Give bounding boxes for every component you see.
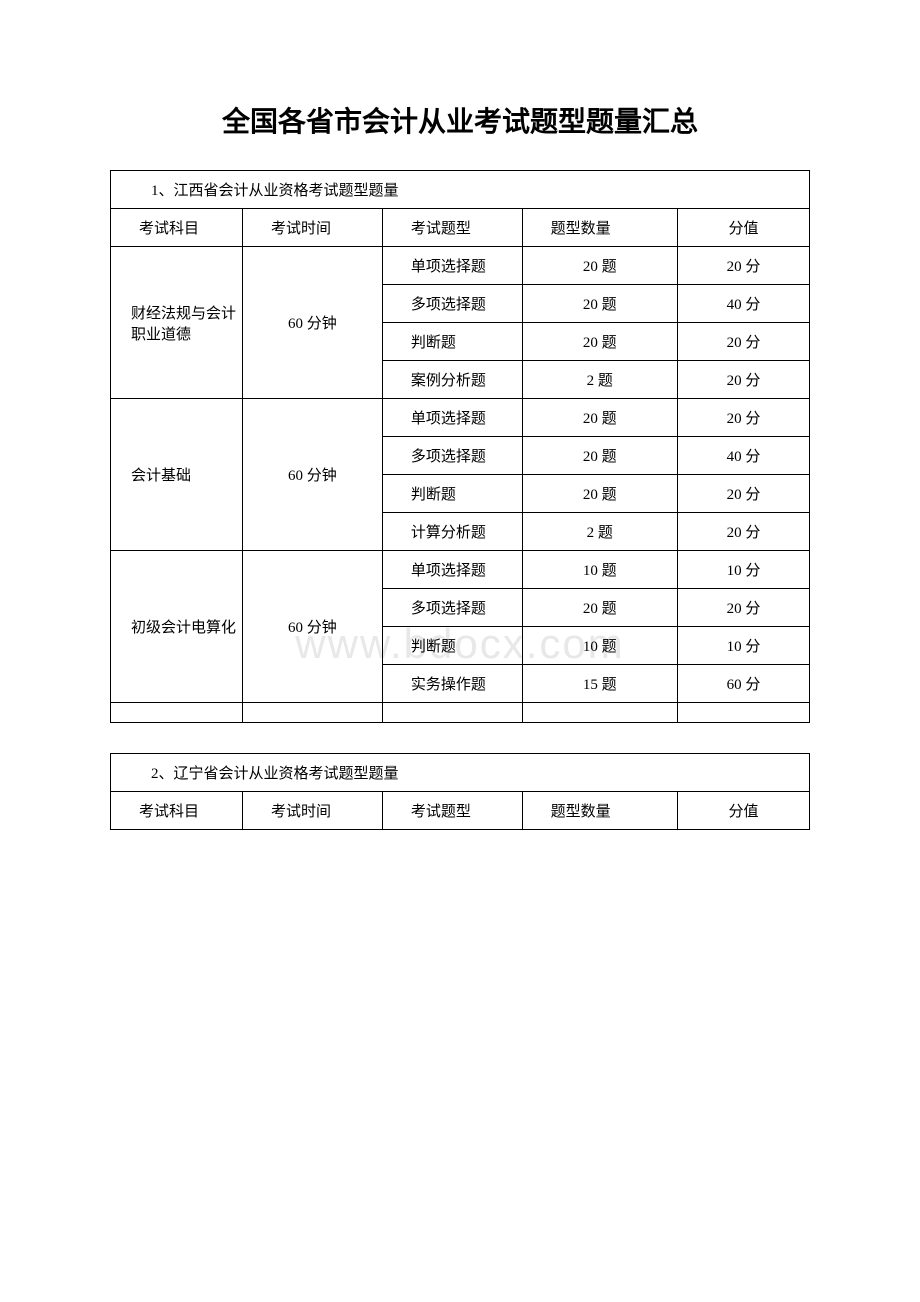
question-type: 单项选择题 xyxy=(382,247,522,285)
question-type: 多项选择题 xyxy=(382,285,522,323)
header-count: 题型数量 xyxy=(522,792,677,830)
exam-table-1: 1、江西省会计从业资格考试题型题量 考试科目 考试时间 考试题型 题型数量 分值… xyxy=(110,170,810,723)
question-count: 2 题 xyxy=(522,361,677,399)
question-type: 多项选择题 xyxy=(382,589,522,627)
question-type: 单项选择题 xyxy=(382,551,522,589)
question-score: 20 分 xyxy=(677,513,809,551)
question-type: 实务操作题 xyxy=(382,665,522,703)
question-score: 20 分 xyxy=(677,361,809,399)
question-score: 20 分 xyxy=(677,589,809,627)
header-subject: 考试科目 xyxy=(111,209,243,247)
question-score: 60 分 xyxy=(677,665,809,703)
table-row: 财经法规与会计职业道德 60 分钟 单项选择题 20 题 20 分 xyxy=(111,247,810,285)
header-score: 分值 xyxy=(677,792,809,830)
question-count: 20 题 xyxy=(522,247,677,285)
header-duration: 考试时间 xyxy=(243,209,383,247)
table-section-header-row: 2、辽宁省会计从业资格考试题型题量 xyxy=(111,754,810,792)
table-section-header-row: 1、江西省会计从业资格考试题型题量 xyxy=(111,171,810,209)
question-type: 判断题 xyxy=(382,323,522,361)
subject-duration: 60 分钟 xyxy=(243,399,383,551)
subject-name: 会计基础 xyxy=(111,399,243,551)
table-empty-row xyxy=(111,703,810,723)
question-score: 20 分 xyxy=(677,399,809,437)
question-count: 20 题 xyxy=(522,437,677,475)
question-count: 20 题 xyxy=(522,285,677,323)
page-title: 全国各省市会计从业考试题型题量汇总 xyxy=(110,100,810,140)
question-score: 20 分 xyxy=(677,247,809,285)
question-score: 40 分 xyxy=(677,437,809,475)
question-count: 15 题 xyxy=(522,665,677,703)
question-type: 判断题 xyxy=(382,475,522,513)
question-score: 20 分 xyxy=(677,323,809,361)
table-row: 会计基础 60 分钟 单项选择题 20 题 20 分 xyxy=(111,399,810,437)
table-header-row: 考试科目 考试时间 考试题型 题型数量 分值 xyxy=(111,209,810,247)
empty-cell xyxy=(382,703,522,723)
question-type: 多项选择题 xyxy=(382,437,522,475)
empty-cell xyxy=(111,703,243,723)
question-count: 2 题 xyxy=(522,513,677,551)
question-type: 判断题 xyxy=(382,627,522,665)
question-count: 20 题 xyxy=(522,399,677,437)
table-row: 初级会计电算化 60 分钟 单项选择题 10 题 10 分 xyxy=(111,551,810,589)
empty-cell xyxy=(677,703,809,723)
question-count: 10 题 xyxy=(522,627,677,665)
section-title: 2、辽宁省会计从业资格考试题型题量 xyxy=(111,754,810,792)
header-subject: 考试科目 xyxy=(111,792,243,830)
header-type: 考试题型 xyxy=(382,209,522,247)
exam-table-2: 2、辽宁省会计从业资格考试题型题量 考试科目 考试时间 考试题型 题型数量 分值 xyxy=(110,753,810,830)
question-type: 计算分析题 xyxy=(382,513,522,551)
question-score: 10 分 xyxy=(677,627,809,665)
question-type: 案例分析题 xyxy=(382,361,522,399)
table-header-row: 考试科目 考试时间 考试题型 题型数量 分值 xyxy=(111,792,810,830)
header-type: 考试题型 xyxy=(382,792,522,830)
empty-cell xyxy=(243,703,383,723)
empty-cell xyxy=(522,703,677,723)
question-score: 40 分 xyxy=(677,285,809,323)
question-count: 20 题 xyxy=(522,323,677,361)
question-type: 单项选择题 xyxy=(382,399,522,437)
subject-duration: 60 分钟 xyxy=(243,247,383,399)
question-score: 20 分 xyxy=(677,475,809,513)
header-duration: 考试时间 xyxy=(243,792,383,830)
question-count: 20 题 xyxy=(522,589,677,627)
question-score: 10 分 xyxy=(677,551,809,589)
header-count: 题型数量 xyxy=(522,209,677,247)
question-count: 10 题 xyxy=(522,551,677,589)
question-count: 20 题 xyxy=(522,475,677,513)
subject-name: 财经法规与会计职业道德 xyxy=(111,247,243,399)
subject-duration: 60 分钟 xyxy=(243,551,383,703)
section-title: 1、江西省会计从业资格考试题型题量 xyxy=(111,171,810,209)
subject-name: 初级会计电算化 xyxy=(111,551,243,703)
header-score: 分值 xyxy=(677,209,809,247)
